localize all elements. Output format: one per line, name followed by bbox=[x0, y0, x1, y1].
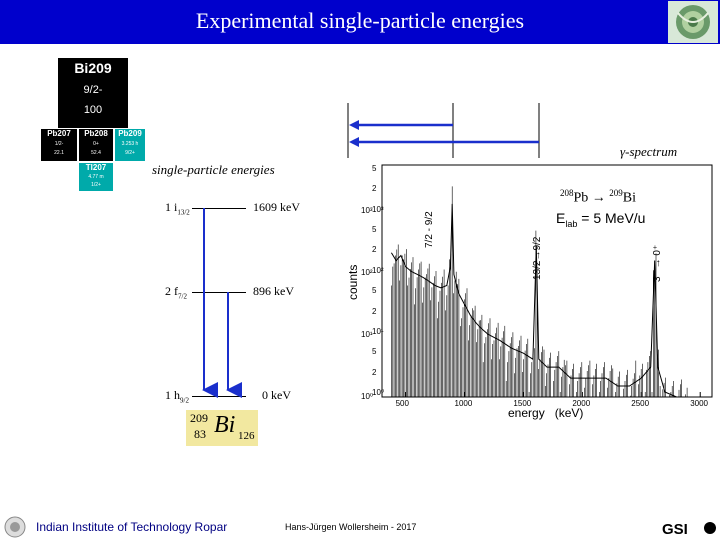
x-axis-label: energy (keV) bbox=[508, 406, 584, 420]
x-tick-label: 500 bbox=[395, 399, 409, 408]
y-tick-label: 5 bbox=[372, 286, 377, 296]
x-tick-label: 2500 bbox=[631, 399, 650, 408]
svg-text:GSI: GSI bbox=[662, 521, 688, 537]
y-tick-label: 5 bbox=[372, 347, 377, 357]
peak-label-896: 7/2 - 9/2 bbox=[424, 211, 435, 248]
nuclide-pb208: Pb208 0+ 52.4 bbox=[78, 128, 114, 162]
level-label-f7: 2 f7/2 bbox=[165, 284, 187, 301]
footer-author: Hans-Jürgen Wollersheim - 2017 bbox=[285, 522, 417, 532]
x-tick-label: 2000 bbox=[572, 399, 591, 408]
level-energy-f7: 896 keV bbox=[253, 284, 294, 298]
y-tick-label: 10¹ bbox=[372, 326, 384, 336]
y-tick-label: 2 bbox=[372, 367, 377, 377]
y-tick-label-outer: 10² bbox=[361, 268, 373, 277]
x-tick-label: 1000 bbox=[454, 399, 473, 408]
energy-arrows bbox=[347, 103, 540, 158]
spectrum-heading: γ-spectrum bbox=[620, 144, 678, 159]
level-label-h9: 1 h9/2 bbox=[165, 388, 189, 405]
gamma-spectrum-plot bbox=[381, 164, 713, 398]
transition-arrows bbox=[202, 208, 242, 398]
y-tick-label: 10³ bbox=[372, 204, 384, 214]
level-scheme-heading: single-particle energies bbox=[152, 162, 275, 177]
y-tick-label: 10⁰ bbox=[372, 388, 385, 397]
level-line-i13 bbox=[192, 208, 246, 209]
y-tick-label: 2 bbox=[372, 245, 377, 255]
y-tick-label: 2 bbox=[372, 306, 377, 316]
nuclide-pb209: Pb209 3.253 h 9/2+ bbox=[114, 128, 146, 162]
title-bar bbox=[0, 0, 720, 44]
beam-energy-label: Elab = 5 MeV/u bbox=[556, 210, 646, 229]
y-tick-label: 2 bbox=[372, 184, 377, 194]
gsi-logo-icon: GSI bbox=[660, 519, 716, 538]
x-tick-label: 3000 bbox=[690, 399, 708, 408]
nuclide-tl207: Tl207 4.77 m 1/2+ bbox=[78, 162, 114, 192]
reaction-label: 208Pb → 209Bi bbox=[560, 188, 637, 206]
level-energy-h9: 0 keV bbox=[262, 388, 291, 402]
nucleus-label: 209 83 Bi 126 bbox=[186, 410, 258, 446]
y-tick-label-outer: 10³ bbox=[361, 206, 373, 215]
level-line-h9 bbox=[192, 396, 246, 397]
footer-logo-left-icon bbox=[4, 516, 26, 538]
nuclide-pb207: Pb207 1/2- 22.1 bbox=[40, 128, 78, 162]
footer-institute: Indian Institute of Technology Ropar bbox=[36, 520, 228, 534]
level-label-i13: 1 i13/2 bbox=[165, 200, 190, 217]
slide-title: Experimental single-particle energies bbox=[195, 8, 525, 33]
y-axis-label: counts bbox=[346, 264, 360, 300]
level-energy-i13: 1609 keV bbox=[253, 200, 300, 214]
institute-logo-icon bbox=[668, 1, 718, 43]
peak-label-2614: 3⁻ → 0⁺ bbox=[652, 244, 663, 282]
x-tick-label: 1500 bbox=[513, 399, 532, 408]
y-tick-label: 5 bbox=[372, 225, 377, 235]
level-line-f7 bbox=[192, 292, 246, 293]
y-tick-label: 10² bbox=[372, 265, 384, 275]
peak-label-1609: 13/2→9/2 bbox=[532, 236, 543, 280]
y-tick-label-outer: 10⁰ bbox=[361, 392, 374, 401]
nuclide-bi209: Bi209 9/2- 100 bbox=[58, 58, 128, 128]
y-tick-label: 5 bbox=[372, 164, 377, 173]
y-tick-label-outer: 10¹ bbox=[361, 330, 373, 339]
